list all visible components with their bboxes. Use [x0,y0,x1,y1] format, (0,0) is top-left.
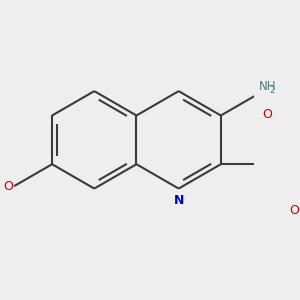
Text: NH: NH [259,80,277,93]
Text: O: O [3,180,13,193]
Text: 2: 2 [269,86,275,95]
Text: N: N [173,194,184,207]
Text: O: O [289,203,299,217]
Text: O: O [262,108,272,122]
